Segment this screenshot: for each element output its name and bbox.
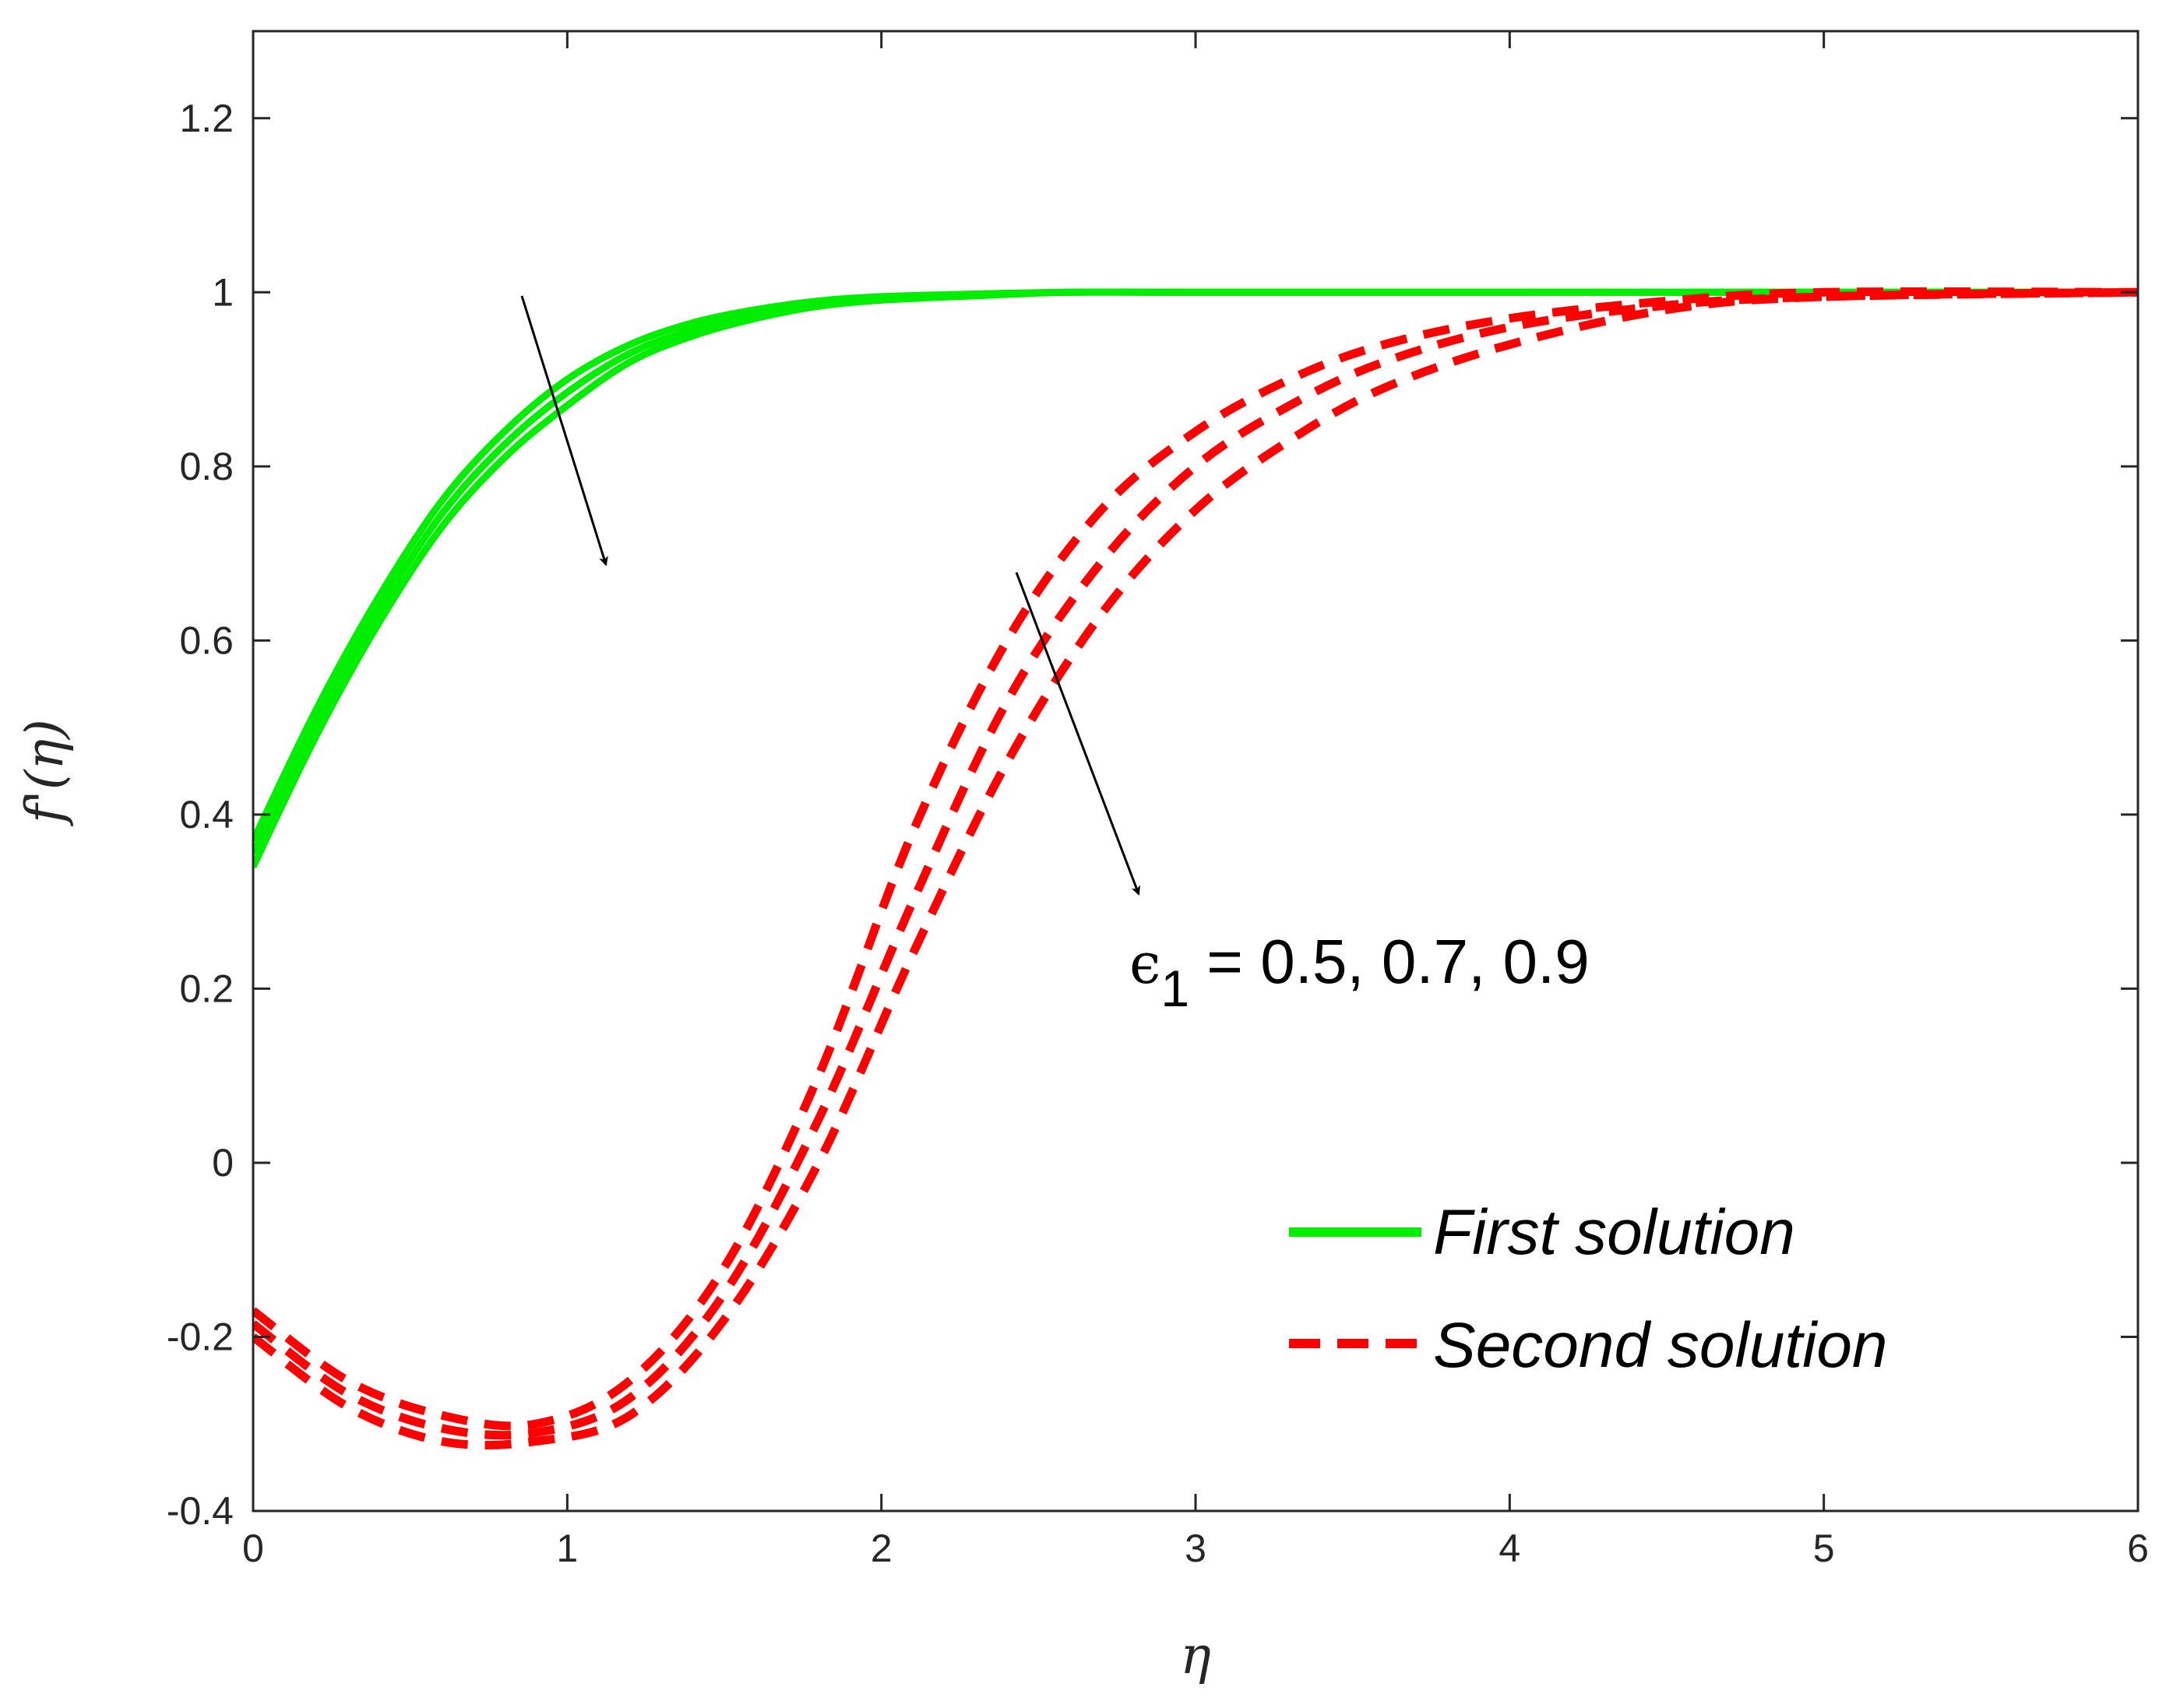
plot-area xyxy=(253,31,2138,1511)
second-solution-arrow xyxy=(1015,572,1141,896)
epsilon-subscript: 1 xyxy=(1160,960,1189,1017)
ticks-layer: 0 1 2 3 4 5 6 -0.4 -0.2 0 0.2 0.4 0.6 0.8 1 1.2 xyxy=(167,31,2149,1570)
x-tick-label: 3 xyxy=(1185,1527,1206,1570)
x-axis-title: η xyxy=(1180,1625,1211,1685)
x-tick-label: 1 xyxy=(556,1527,578,1570)
second-solution-curve xyxy=(253,287,2138,1440)
y-tick-label: 0.6 xyxy=(179,618,234,662)
y-tick-label: 0.4 xyxy=(179,793,234,836)
epsilon-annotation: ϵ1 = 0.5, 0.7, 0.9 xyxy=(1129,927,1590,1017)
legend: First solution Second solution xyxy=(1289,1197,1888,1381)
epsilon-values: = 0.5, 0.7, 0.9 xyxy=(1189,927,1590,996)
x-tick-label: 4 xyxy=(1499,1527,1520,1570)
x-tick-label: 2 xyxy=(871,1527,893,1570)
y-axis-title: f'(η) xyxy=(15,719,75,827)
second-solution-curve xyxy=(253,287,2138,1431)
y-tick-label: 1 xyxy=(212,270,234,314)
second-solution-curve xyxy=(253,287,2138,1449)
first-solution-arrow xyxy=(520,295,608,566)
y-tick-label: -0.4 xyxy=(167,1489,234,1533)
epsilon-symbol: ϵ xyxy=(1129,931,1160,996)
y-tick-label: 1.2 xyxy=(179,97,234,140)
y-tick-label: 0.8 xyxy=(179,445,234,488)
x-tick-label: 5 xyxy=(1813,1527,1835,1570)
y-tick-label: 0 xyxy=(212,1141,234,1185)
x-tick-label: 0 xyxy=(242,1527,264,1570)
y-tick-label: -0.2 xyxy=(167,1315,234,1358)
series-layer xyxy=(253,287,2138,1449)
first-solution-curve xyxy=(253,288,2138,868)
y-tick-label: 0.2 xyxy=(179,967,234,1010)
legend-first-label: First solution xyxy=(1433,1197,1795,1268)
x-tick-label: 6 xyxy=(2127,1527,2149,1570)
legend-second-label: Second solution xyxy=(1433,1310,1888,1381)
